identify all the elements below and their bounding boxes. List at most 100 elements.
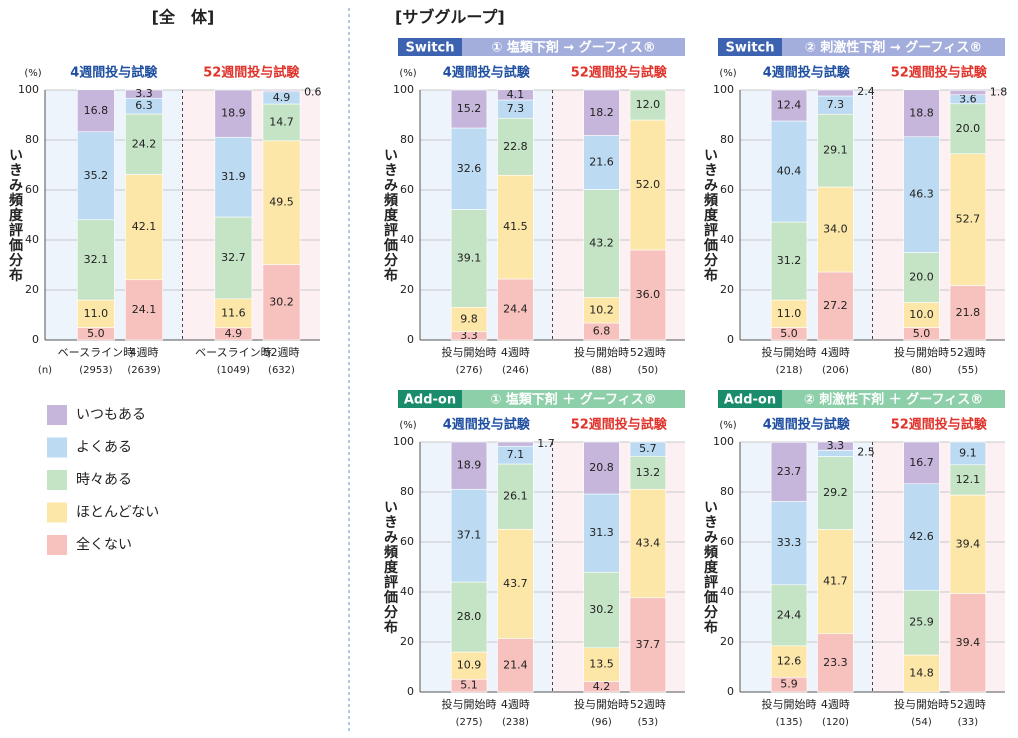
panel-band — [718, 390, 1005, 408]
legend-swatch — [47, 470, 67, 490]
bar-segment — [817, 529, 854, 635]
bar-segment — [770, 221, 808, 301]
y-axis-label: いきみ頻度評価分布 — [702, 500, 719, 635]
bar-segment — [949, 593, 987, 693]
data-label: 4.2 — [593, 680, 611, 693]
group-label: 52週間投与試験 — [571, 65, 668, 81]
bar-segment — [262, 103, 301, 142]
y-tick-label: 80 — [400, 133, 414, 146]
bar-segment — [450, 441, 488, 490]
y-tick-label: 80 — [720, 133, 734, 146]
n-value: (88) — [591, 365, 612, 376]
data-label: 3.3 — [135, 87, 153, 100]
bar-segment — [125, 89, 163, 99]
bar-segment — [497, 89, 534, 101]
bar-segment — [77, 131, 115, 221]
bar-segment — [949, 494, 987, 594]
legend-swatch — [47, 502, 67, 523]
data-label: 2.5 — [857, 445, 875, 458]
x-tick-label: 投与開始時 — [574, 345, 629, 359]
bar-segment — [497, 463, 534, 530]
data-label: 5.0 — [913, 327, 931, 340]
group-label: 52週間投与試験 — [203, 65, 300, 81]
panel-tag: Switch — [405, 41, 454, 56]
section-heading: [全 体] — [152, 8, 215, 27]
data-label: 0.6 — [304, 85, 322, 98]
data-label: 43.7 — [503, 577, 528, 590]
data-label: 31.3 — [589, 526, 614, 539]
data-label: 10.0 — [909, 308, 934, 321]
data-label: 12.6 — [777, 655, 802, 668]
y-tick-label: 100 — [18, 83, 39, 96]
panel-band — [718, 38, 1005, 56]
data-label: 7.1 — [507, 448, 525, 461]
y-axis-label: いきみ頻度評価分布 — [382, 500, 399, 635]
x-tick-label: 4週時 — [501, 346, 530, 359]
bar-segment — [770, 299, 808, 328]
bar-segment — [583, 571, 620, 649]
bar-segment — [450, 127, 488, 210]
x-tick-label: 投与開始時 — [894, 697, 949, 711]
group-label: 52週間投与試験 — [891, 417, 988, 433]
panel-tag: Add-on — [724, 393, 776, 408]
n-value: (50) — [638, 365, 659, 376]
bar-segment — [770, 501, 808, 586]
bar-segment — [450, 306, 488, 333]
x-tick-label: 投与開始時 — [894, 345, 949, 359]
panel-tag: Add-on — [404, 393, 456, 408]
data-label: 30.2 — [589, 603, 614, 616]
panel-band — [398, 38, 685, 56]
data-label: 43.4 — [636, 537, 661, 550]
legend-text: よくある — [76, 440, 132, 456]
legend-text: 時々ある — [76, 472, 132, 488]
bar-segment — [583, 135, 620, 190]
data-label: 20.8 — [589, 461, 614, 474]
data-label: 15.2 — [457, 102, 482, 115]
data-label: 24.1 — [132, 303, 157, 316]
data-label: 21.4 — [503, 658, 528, 671]
data-label: 1.7 — [537, 437, 555, 450]
data-label: 37.1 — [457, 529, 482, 542]
y-unit: (%) — [399, 68, 416, 79]
bar-segment — [77, 299, 115, 328]
data-label: 7.3 — [827, 98, 845, 111]
y-tick-label: 80 — [400, 485, 414, 498]
data-label: 9.8 — [460, 313, 478, 326]
n-value: (218) — [776, 365, 803, 376]
data-label: 42.6 — [909, 530, 934, 543]
data-label: 23.3 — [823, 656, 848, 669]
y-tick-label: 100 — [393, 435, 414, 448]
n-value: (2953) — [79, 365, 112, 376]
y-tick-label: 100 — [393, 83, 414, 96]
bar-segment — [817, 271, 854, 341]
data-label: 3.6 — [959, 92, 977, 105]
bar-segment — [949, 285, 987, 341]
bar-segment — [817, 186, 854, 273]
y-axis-label: いきみ頻度評価分布 — [702, 148, 719, 283]
bar-segment — [949, 464, 987, 496]
bar-segment — [262, 140, 301, 265]
y-tick-label: 0 — [727, 333, 734, 346]
n-value: (1049) — [217, 365, 250, 376]
data-label: 41.5 — [503, 220, 528, 233]
data-label: 2.4 — [857, 85, 875, 98]
y-tick-label: 80 — [25, 133, 39, 146]
bar-segment — [214, 298, 253, 329]
data-label: 32.6 — [457, 162, 482, 175]
bar-segment — [77, 89, 115, 133]
legend-text: 全くない — [76, 536, 132, 553]
data-label: 46.3 — [909, 188, 934, 201]
bar-segment — [214, 216, 253, 300]
bar-segment — [214, 89, 253, 138]
data-label: 35.2 — [84, 169, 109, 182]
bar-segment — [817, 441, 854, 451]
y-axis-label: いきみ頻度評価分布 — [7, 148, 24, 283]
y-tick-label: 80 — [720, 485, 734, 498]
data-label: 39.1 — [457, 251, 482, 264]
bar-segment — [629, 455, 667, 490]
data-label: 31.9 — [221, 170, 246, 183]
bar-segment — [629, 441, 667, 457]
y-tick-label: 60 — [25, 183, 39, 196]
x-tick-label: 52週時 — [264, 346, 300, 359]
bar-segment — [450, 651, 488, 680]
